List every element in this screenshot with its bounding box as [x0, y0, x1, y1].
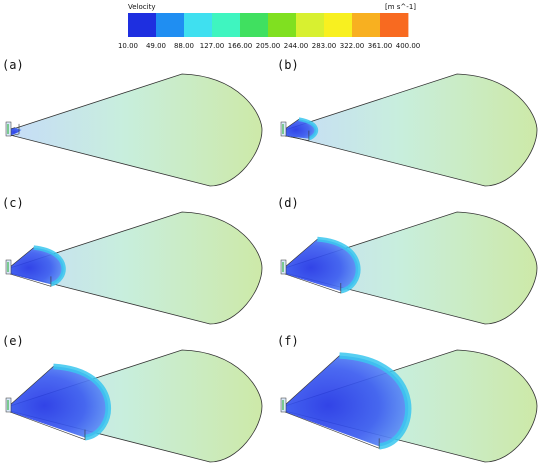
legend-swatch: [380, 13, 409, 37]
legend-tick-label: 361.00: [368, 42, 393, 50]
simulation-panel: (f): [275, 334, 550, 472]
simulation-panel: (a): [0, 58, 275, 196]
front-rim: [33, 245, 66, 287]
high-velocity-region: [285, 355, 409, 447]
legend-ticks: 10.00 49.00 88.00 127.00 166.00 205.00 244.00 2…: [118, 42, 420, 50]
panel-label: (b): [277, 58, 299, 72]
high-velocity-region: [10, 247, 64, 285]
fluid-domain: [284, 73, 538, 187]
legend-tick-label: 244.00: [284, 42, 309, 50]
legend-swatch: [184, 13, 213, 37]
front-rim: [317, 236, 361, 294]
legend-tick-label: 127.00: [200, 42, 225, 50]
cavity-outline: [284, 238, 342, 294]
cavity-outline: [284, 355, 380, 449]
high-velocity-region: [10, 366, 109, 438]
simulation-panel: (e): [0, 334, 275, 472]
high-velocity-region: [285, 239, 359, 292]
panel-label: (c): [2, 196, 24, 210]
velocity-legend: Velocity [m s^-1] 10.00 49.00 88.00 127.00 1…: [118, 3, 420, 50]
legend-swatch: [240, 13, 269, 37]
panel-label: (e): [2, 334, 24, 348]
cavity-outline: [9, 366, 86, 441]
legend-unit: [m s^-1]: [385, 3, 416, 11]
legend-swatch: [268, 13, 297, 37]
legend-tick-label: 10.00: [118, 42, 138, 50]
legend-swatch: [128, 13, 157, 37]
simulation-panel: (c): [0, 196, 275, 334]
front-rim: [298, 117, 319, 141]
legend-tick-label: 400.00: [396, 42, 421, 50]
simulation-panel: (b): [275, 58, 550, 196]
legend-tick-label: 205.00: [256, 42, 281, 50]
fluid-domain: [9, 211, 263, 325]
front-rim: [53, 363, 111, 441]
panel-label: (a): [2, 58, 24, 72]
panel-label: (f): [277, 334, 299, 348]
cavity-outline: [9, 247, 52, 287]
fluid-domain: [9, 349, 263, 463]
legend-swatch: [352, 13, 381, 37]
legend-swatch: [296, 13, 325, 37]
legend-swatch: [212, 13, 241, 37]
panel-label: (d): [277, 196, 299, 210]
legend-tick-label: 49.00: [146, 42, 166, 50]
fluid-domain: [9, 73, 263, 187]
high-velocity-region: [285, 119, 317, 139]
legend-title: Velocity: [128, 3, 155, 11]
cavity-outline: [284, 118, 310, 142]
simulation-panel: (d): [275, 196, 550, 334]
legend-swatches: [128, 13, 409, 37]
legend-swatch: [324, 13, 353, 37]
legend-swatch: [156, 13, 185, 37]
legend-tick-label: 166.00: [228, 42, 253, 50]
fluid-domain: [284, 211, 538, 325]
legend-tick-label: 283.00: [312, 42, 337, 50]
front-rim: [339, 352, 412, 450]
legend-tick-label: 88.00: [174, 42, 194, 50]
legend-tick-label: 322.00: [340, 42, 365, 50]
